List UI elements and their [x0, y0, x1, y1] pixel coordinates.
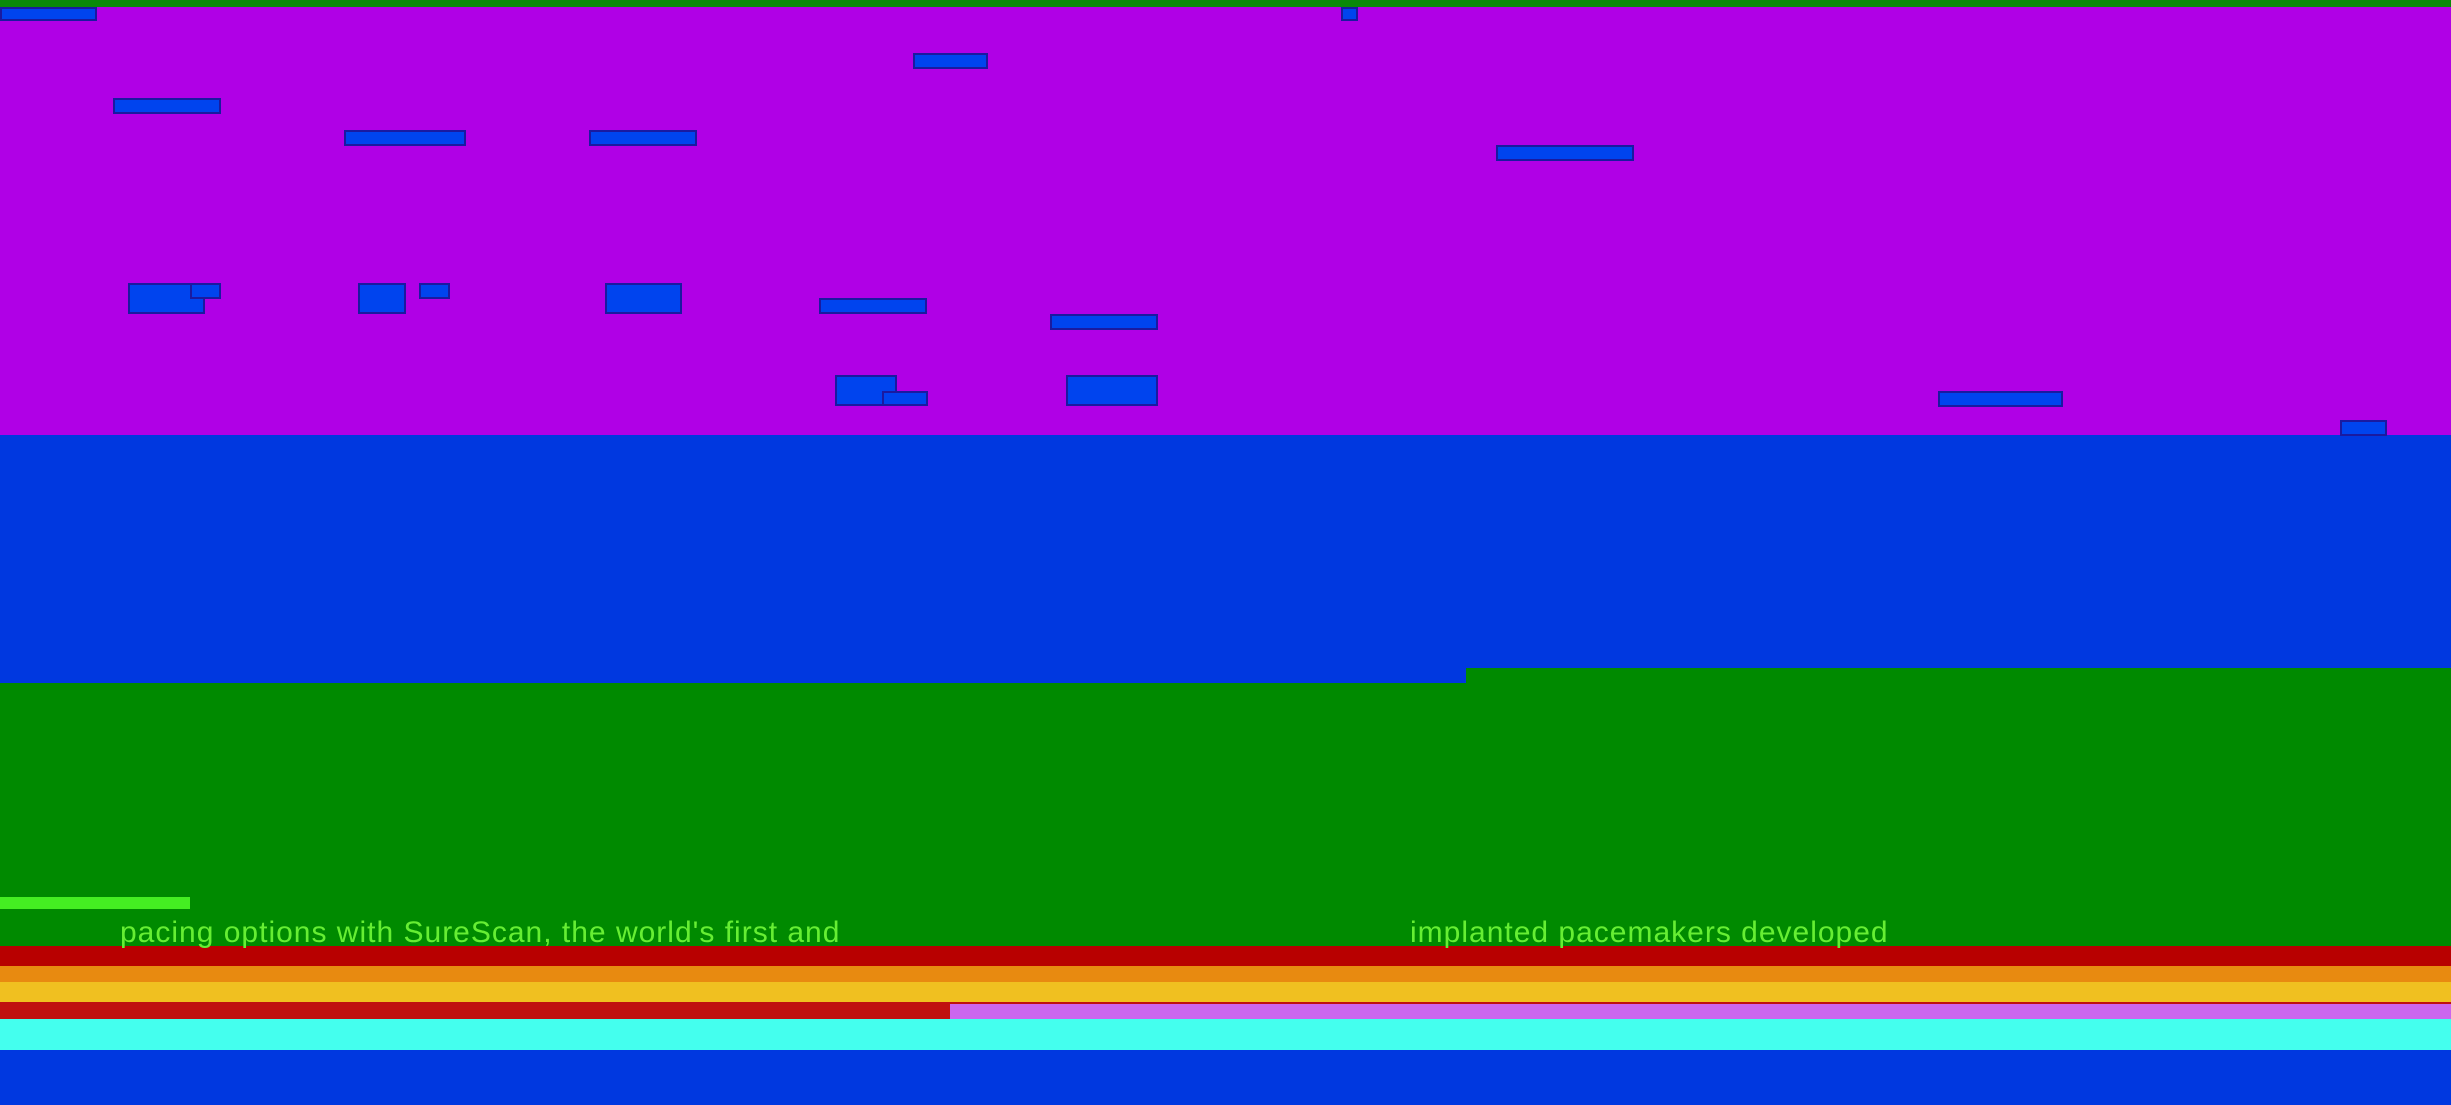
green-bar: [0, 897, 190, 909]
menu-block[interactable]: [913, 53, 988, 69]
footer-band: [0, 1050, 2451, 1105]
cyan-stripe: [0, 1019, 2451, 1050]
menu-block[interactable]: [113, 98, 221, 114]
menu-block[interactable]: [419, 283, 450, 299]
menu-block[interactable]: [1496, 145, 1634, 161]
content-area: [0, 683, 2451, 946]
logo-block[interactable]: [0, 7, 97, 21]
nav-block[interactable]: [1341, 7, 1358, 21]
menu-block[interactable]: [2340, 420, 2387, 436]
menu-block[interactable]: [358, 283, 406, 314]
menu-block[interactable]: [344, 130, 466, 146]
menu-block[interactable]: [605, 283, 682, 314]
menu-block[interactable]: [589, 130, 697, 146]
green-notch: [1466, 668, 2451, 683]
menu-block[interactable]: [1050, 314, 1158, 330]
menu-block[interactable]: [1938, 391, 2063, 407]
red-stripe: [0, 946, 2451, 966]
body-text: pacing options with SureScan, the world'…: [120, 916, 841, 949]
menu-block[interactable]: [190, 283, 221, 299]
header-area: [0, 7, 2451, 435]
menu-block[interactable]: [835, 375, 897, 406]
top-strip: [0, 0, 2451, 7]
yellow-stripe: [0, 982, 2451, 1002]
body-text: implanted pacemakers developed: [1410, 916, 1889, 949]
menu-block[interactable]: [1066, 375, 1158, 406]
menu-block[interactable]: [819, 298, 927, 314]
menu-block[interactable]: [882, 391, 928, 406]
hero-band: [0, 435, 2451, 683]
orange-stripe: [0, 966, 2451, 982]
violet-stripe: [950, 1004, 2451, 1019]
